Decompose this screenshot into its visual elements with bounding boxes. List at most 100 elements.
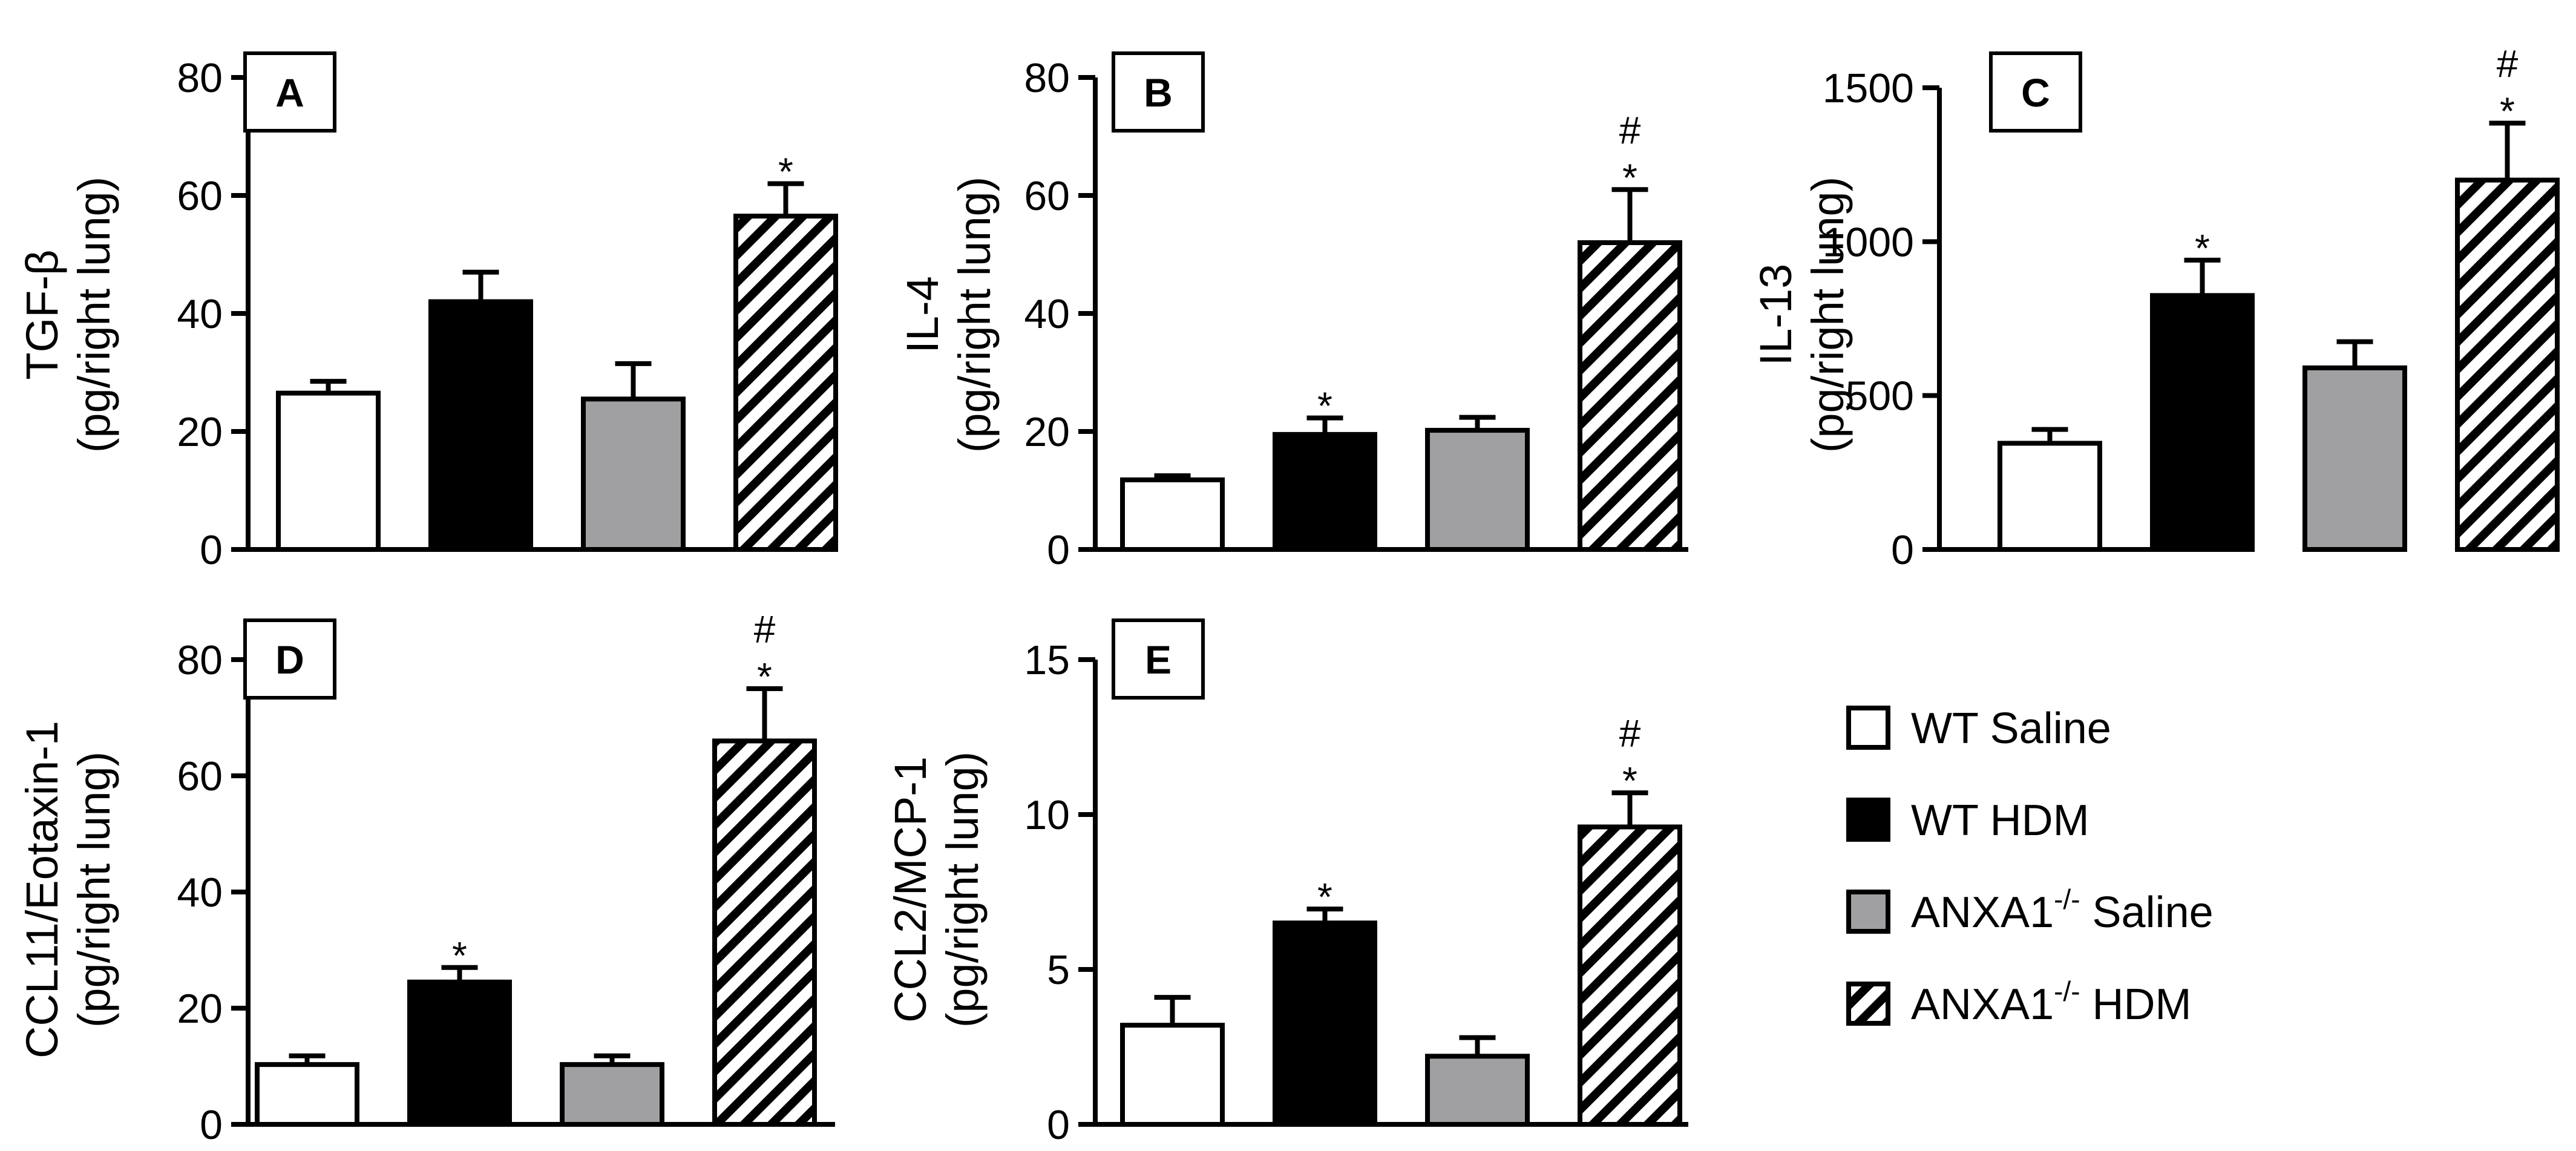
y-tick-label: 60 [177,173,223,219]
bar-anxa1-saline [2302,365,2407,552]
y-axis-label-line1: IL-13 [1751,264,1801,366]
significance-star: * [1622,156,1637,199]
y-axis-label: IL-4(pg/right lung) [897,177,1000,453]
y-tick-label: 0 [1047,527,1070,573]
y-tick-label: 10 [1024,792,1070,838]
legend-swatch [1846,890,1890,934]
bar-anxa1-hdm [1578,824,1682,1127]
panel-label-box [243,51,336,133]
significance-star: * [778,150,793,194]
bar-anxa1-hdm [712,738,817,1127]
significance-star: * [757,655,772,698]
y-axis-label-line1: CCL11/Eotaxin-1 [17,721,67,1058]
y-tick-label: 5 [1047,947,1070,993]
bar-wt-saline [1120,1023,1225,1127]
y-axis-label-line1: IL-4 [897,276,948,353]
bar-anxa1-hdm [733,214,838,552]
panel-label-box [243,618,336,700]
significance-star: * [1317,384,1332,428]
y-axis-label: CCL11/Eotaxin-1(pg/right lung) [17,721,119,1058]
significance-star: * [2195,226,2210,270]
y-tick-label: 20 [1024,409,1070,455]
y-tick-label: 40 [177,291,223,337]
y-axis-label: CCL2/MCP-1(pg/right lung) [885,752,988,1028]
y-tick-label: 40 [177,870,223,916]
y-axis-label-line2: (pg/right lung) [69,752,119,1028]
y-axis-label-line1: TGF-β [17,249,67,379]
y-tick-label: 500 [1846,373,1914,419]
legend-label: ANXA1-/- HDM [1911,976,2192,1029]
y-tick-label: 20 [177,409,223,455]
bar-anxa1-saline [1425,1054,1530,1127]
bar-wt-hdm [407,979,512,1127]
bar-wt-saline [276,390,381,552]
panel-label: D [275,637,304,682]
bar-wt-saline [1998,441,2102,553]
y-tick-label: 80 [1024,55,1070,101]
legend: WT Saline WT HDM ANXA1-/- Saline ANXA1-/- H… [1846,704,2214,1029]
bar-wt-hdm [1273,920,1377,1127]
panel-label: B [1144,70,1173,115]
significance-star: * [452,934,467,977]
panel-a: * 0 20 40 60 80 TGF-β(pg/right lung) A [17,51,838,573]
y-tick-label: 40 [1024,291,1070,337]
bar-wt-saline [1120,477,1225,553]
y-tick-label: 0 [1891,527,1914,573]
legend-label: WT HDM [1911,796,2089,845]
bar-anxa1-saline [581,396,686,552]
bar-wt-saline [255,1062,359,1127]
y-tick-label: 1000 [1823,219,1914,265]
y-tick-label: 80 [177,55,223,101]
bar-wt-hdm [428,299,533,552]
y-tick-label: 15 [1024,637,1070,683]
bar-anxa1-saline [560,1062,664,1127]
bar-wt-hdm [1273,431,1377,552]
y-tick-label: 0 [200,527,223,573]
legend-swatch [1846,798,1890,842]
panel-label-box [1112,618,1205,700]
legend-swatch [1846,982,1890,1026]
y-axis-label-line1: CCL2/MCP-1 [885,756,936,1023]
legend-label: WT Saline [1911,704,2111,753]
panel-label-box [1989,51,2082,133]
legend-item-anxa1-saline: ANXA1-/- Saline [1846,884,2214,937]
bar-wt-hdm [2150,293,2255,552]
y-tick-label: 80 [177,637,223,683]
y-tick-label: 60 [1024,173,1070,219]
y-tick-label: 1500 [1823,65,1914,111]
bar-anxa1-saline [1425,428,1530,552]
bar-anxa1-hdm [2455,177,2560,553]
legend-item-anxa1-hdm: ANXA1-/- HDM [1846,976,2192,1029]
y-tick-label: 0 [1047,1102,1070,1148]
significance-hash: # [1619,712,1641,755]
y-axis-label-line2: (pg/right lung) [69,177,119,453]
y-tick-label: 20 [177,986,223,1032]
significance-hash: # [1619,108,1641,152]
panel-label: E [1145,637,1172,682]
significance-hash: # [2497,42,2519,85]
panel-label-box [1112,51,1205,133]
significance-hash: # [754,608,776,651]
y-axis-label-line2: (pg/right lung) [949,177,1000,453]
legend-swatch [1846,706,1890,750]
panel-label: C [2021,70,2050,115]
y-axis-label: IL-13(pg/right lung) [1751,177,1853,453]
bar-anxa1-hdm [1578,240,1682,552]
y-tick-label: 0 [200,1102,223,1148]
legend-item-wt-saline: WT Saline [1846,704,2111,753]
y-axis-label: TGF-β(pg/right lung) [17,177,119,453]
legend-label: ANXA1-/- Saline [1911,884,2214,937]
y-tick-label: 60 [177,753,223,799]
y-axis-label-line2: (pg/right lung) [937,752,988,1028]
significance-star: * [1317,875,1332,919]
y-axis-label-line2: (pg/right lung) [1803,177,1853,453]
panel-label: A [275,70,304,115]
legend-item-wt-hdm: WT HDM [1846,796,2089,845]
significance-star: * [2500,89,2515,133]
